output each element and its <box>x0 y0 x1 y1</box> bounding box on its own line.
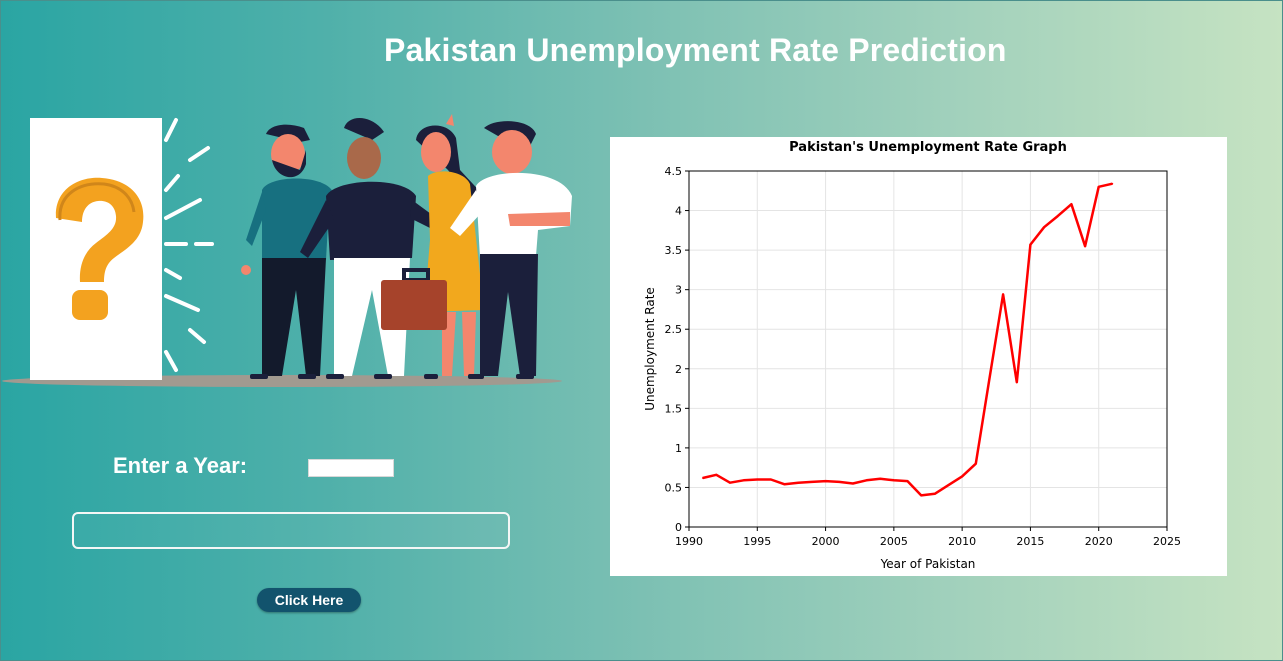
y-tick-label: 2 <box>675 363 682 376</box>
y-tick-label: 3 <box>675 284 682 297</box>
data-point <box>920 494 922 497</box>
data-point <box>824 480 827 482</box>
y-tick-label: 3.5 <box>665 244 683 257</box>
chart-ticks: 1990 1995 2000 2005 2010 2015 2020 2025 0 0.5 1 1.5… <box>665 165 1182 548</box>
data-point <box>1056 215 1059 217</box>
y-tick-label: 0 <box>675 521 682 534</box>
x-tick-label: 2015 <box>1016 535 1044 548</box>
unemployment-series-line <box>702 182 1113 497</box>
data-point <box>975 462 977 465</box>
data-point <box>1016 381 1018 383</box>
question-mark-icon <box>55 177 144 320</box>
x-tick-label: 1995 <box>743 535 771 548</box>
page-title: Pakistan Unemployment Rate Prediction <box>384 32 1007 68</box>
data-point <box>893 479 895 482</box>
y-tick-label: 1 <box>675 442 682 455</box>
data-point <box>701 477 704 479</box>
burst-lines <box>164 118 214 372</box>
click-here-button[interactable]: Click Here <box>257 588 361 612</box>
data-point <box>934 493 936 495</box>
data-point <box>879 477 881 480</box>
y-tick-label: 4.5 <box>665 165 683 178</box>
data-point <box>852 482 854 485</box>
prediction-result-box <box>72 512 510 549</box>
x-tick-label: 1990 <box>675 535 703 548</box>
data-point <box>797 481 800 484</box>
briefcase-icon <box>381 268 447 330</box>
data-point <box>1029 243 1032 246</box>
data-point <box>1002 293 1004 296</box>
people-question-illustration <box>2 114 572 387</box>
data-point <box>947 484 950 486</box>
x-tick-label: 2005 <box>880 535 908 548</box>
data-point <box>742 479 745 482</box>
data-point <box>770 478 772 481</box>
person-yellow <box>416 114 486 376</box>
data-point <box>729 481 731 484</box>
chart-points <box>701 182 1114 497</box>
data-point <box>1097 186 1100 188</box>
y-tick-label: 2.5 <box>665 323 683 336</box>
y-tick-label: 1.5 <box>665 402 683 415</box>
x-tick-label: 2020 <box>1085 535 1113 548</box>
plot-frame <box>688 170 1168 528</box>
data-point <box>811 481 813 483</box>
data-point <box>1111 182 1114 185</box>
x-tick-label: 2025 <box>1153 535 1181 548</box>
x-tick-label: 2000 <box>812 535 840 548</box>
unemployment-chart-panel: Pakistan's Unemployment Rate Graph 1990 1… <box>610 137 1227 576</box>
year-input[interactable] <box>308 459 394 477</box>
person-white <box>450 121 572 376</box>
person-teal <box>241 124 336 376</box>
data-point <box>1084 245 1086 247</box>
data-point <box>961 475 963 478</box>
year-label: Enter a Year: <box>113 453 248 478</box>
y-axis-label: Unemployment Rate <box>643 287 657 411</box>
data-point <box>838 481 840 483</box>
data-point <box>906 480 909 482</box>
y-tick-label: 4 <box>675 205 682 218</box>
data-point <box>715 474 718 476</box>
chart-title: Pakistan's Unemployment Rate Graph <box>789 140 1067 155</box>
shoes <box>250 374 534 379</box>
chart-grid <box>688 170 1168 528</box>
data-point <box>783 483 786 486</box>
y-tick-label: 0.5 <box>665 481 683 494</box>
data-point <box>756 478 759 481</box>
x-tick-label: 2010 <box>948 535 976 548</box>
x-axis-label: Year of Pakistan <box>880 557 976 571</box>
data-point <box>988 377 991 380</box>
unemployment-line-chart: Pakistan's Unemployment Rate Graph 1990 1… <box>643 140 1182 571</box>
data-point <box>1043 226 1045 228</box>
data-point <box>1070 203 1073 205</box>
data-point <box>865 479 868 482</box>
